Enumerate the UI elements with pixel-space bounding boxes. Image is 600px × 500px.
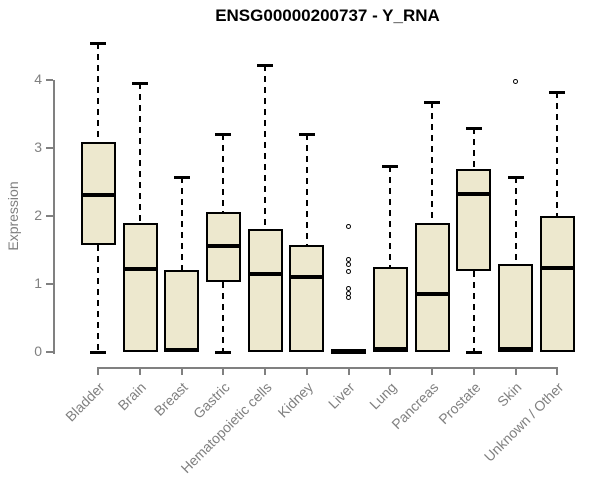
x-axis-tick xyxy=(264,368,267,375)
outlier-point xyxy=(346,224,352,230)
whisker-upper-cap xyxy=(173,175,190,179)
x-tick-label: Bladder xyxy=(62,379,108,425)
box xyxy=(289,245,325,352)
median-line xyxy=(122,267,158,272)
y-axis-tick xyxy=(46,215,53,217)
x-axis-tick xyxy=(305,368,308,375)
whisker-upper-cap xyxy=(90,41,107,45)
median-line xyxy=(539,265,575,270)
median-line xyxy=(414,292,450,297)
x-axis-tick xyxy=(222,368,225,375)
outlier-point xyxy=(513,78,518,84)
x-axis-tick xyxy=(97,368,100,375)
x-axis-tick xyxy=(472,368,475,375)
median-line xyxy=(498,347,533,352)
x-tick-label: Kidney xyxy=(274,379,317,421)
median-line xyxy=(80,192,116,197)
whisker-lower-cap xyxy=(465,351,482,354)
whisker-lower-cap xyxy=(90,351,107,354)
whisker-upper-cap xyxy=(298,133,315,137)
whisker-upper xyxy=(180,176,183,271)
y-axis-tick xyxy=(46,79,53,81)
x-tick-label: Skin xyxy=(494,379,525,410)
whisker-upper xyxy=(97,42,100,142)
y-axis-tick xyxy=(46,147,53,149)
x-tick-label: Prostate xyxy=(434,379,484,428)
y-axis-tick xyxy=(46,283,53,285)
whisker-upper-cap xyxy=(424,101,441,105)
whisker-upper-cap xyxy=(507,175,524,179)
y-axis-line xyxy=(53,80,55,354)
y-axis-tick xyxy=(46,351,53,353)
whisker-upper xyxy=(139,83,142,223)
x-axis-tick xyxy=(431,368,434,375)
x-tick-label: Breast xyxy=(151,379,192,419)
x-axis-tick xyxy=(556,368,559,375)
x-axis-tick xyxy=(347,368,350,375)
x-axis-tick xyxy=(514,368,517,375)
x-axis-line xyxy=(97,367,559,369)
x-tick-label: Brain xyxy=(114,379,150,414)
median-line xyxy=(331,348,367,353)
whisker-upper xyxy=(556,91,559,216)
whisker-upper xyxy=(264,65,267,229)
y-tick-label: 3 xyxy=(34,139,42,155)
y-tick-label: 1 xyxy=(34,275,42,291)
whisker-upper xyxy=(472,127,475,170)
whisker-lower xyxy=(472,271,475,352)
whisker-upper xyxy=(389,165,392,267)
x-axis-tick xyxy=(180,368,183,375)
x-tick-label: Unknown / Other xyxy=(480,379,567,465)
y-tick-label: 0 xyxy=(34,343,42,359)
whisker-upper-cap xyxy=(132,82,149,86)
median-line xyxy=(164,347,200,352)
outlier-point xyxy=(346,269,352,275)
whisker-lower xyxy=(222,281,225,352)
outlier-point xyxy=(346,257,352,263)
whisker-upper-cap xyxy=(257,64,274,68)
median-line xyxy=(289,274,325,279)
x-tick-label: Liver xyxy=(325,379,358,412)
whisker-upper xyxy=(305,134,308,246)
y-tick-label: 2 xyxy=(34,207,42,223)
whisker-upper-cap xyxy=(382,164,399,168)
box xyxy=(372,267,408,352)
whisker-lower-cap xyxy=(215,351,232,354)
whisker-upper xyxy=(431,102,434,223)
x-axis-tick xyxy=(139,368,142,375)
box xyxy=(456,169,492,272)
whisker-upper-cap xyxy=(465,126,482,130)
whisker-upper xyxy=(514,176,517,264)
chart-title: ENSG00000200737 - Y_RNA xyxy=(215,6,440,25)
box xyxy=(164,270,200,352)
median-line xyxy=(247,272,283,277)
x-axis-tick xyxy=(389,368,392,375)
box xyxy=(247,228,283,352)
median-line xyxy=(205,243,241,248)
whisker-upper xyxy=(222,134,225,212)
whisker-upper-cap xyxy=(549,90,566,94)
whisker-upper-cap xyxy=(215,133,232,137)
outlier-point xyxy=(346,295,352,301)
box xyxy=(539,216,575,352)
median-line xyxy=(456,192,492,197)
x-tick-label: Lung xyxy=(366,379,400,413)
outlier-point xyxy=(346,286,352,292)
box xyxy=(122,222,158,352)
y-tick-label: 4 xyxy=(34,71,42,87)
outlier-point xyxy=(346,261,352,267)
box xyxy=(498,263,533,352)
whisker-lower xyxy=(97,245,100,352)
box xyxy=(414,222,450,352)
median-line xyxy=(372,347,408,352)
